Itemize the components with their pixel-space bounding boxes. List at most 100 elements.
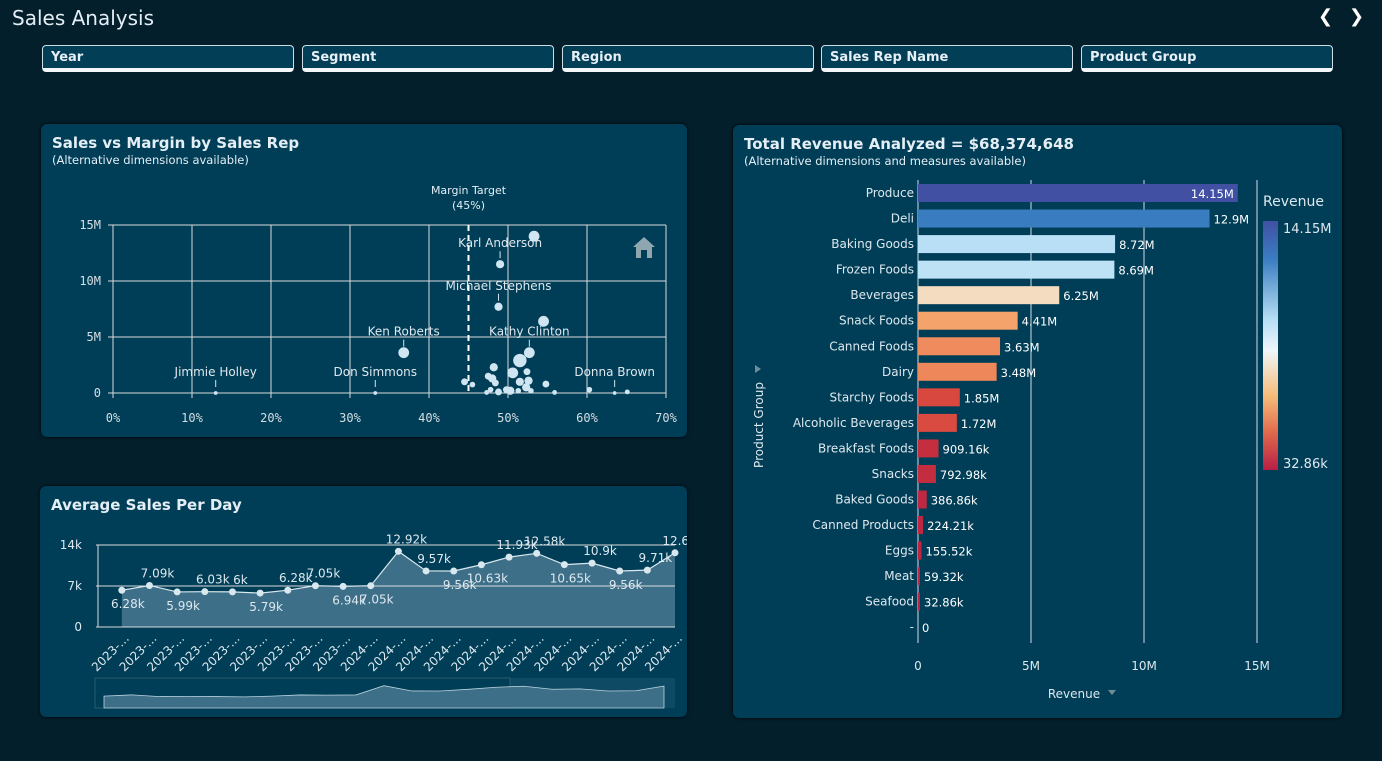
area-fill <box>121 551 675 627</box>
bar <box>918 567 920 586</box>
data-point <box>339 582 347 590</box>
filter-year[interactable]: Year <box>42 45 294 72</box>
bar <box>918 541 922 560</box>
bar <box>918 286 1060 305</box>
y-tick-label: 15M <box>79 218 101 232</box>
scatter-point <box>491 379 499 387</box>
margin-target-sublabel: (45%) <box>452 199 485 212</box>
y-tick-label: 7k <box>67 579 82 593</box>
point-label: Donna Brown <box>574 365 655 379</box>
category-label: Snack Foods <box>839 314 914 328</box>
scatter-point <box>522 383 531 392</box>
category-label: Eggs <box>885 544 914 558</box>
bar-value-label: 909.16k <box>943 442 990 456</box>
data-label: 7.05k <box>307 567 341 581</box>
bar-value-label: 1.72M <box>961 417 997 431</box>
bar <box>918 490 927 509</box>
scatter-point <box>515 387 522 394</box>
filter-region[interactable]: Region <box>562 45 814 72</box>
scatter-point <box>524 376 533 385</box>
x-tick-label: 0 <box>914 659 922 673</box>
chevron-left-icon[interactable]: ❮ <box>1318 6 1334 27</box>
point-label: Ken Roberts <box>368 325 440 339</box>
data-point <box>533 549 541 557</box>
data-label: 12.67k <box>662 534 687 548</box>
y-axis-title: Product Group <box>752 382 766 468</box>
bar-value-label: 8.69M <box>1118 264 1154 278</box>
bar <box>918 413 957 432</box>
category-label: Breakfast Foods <box>818 441 914 455</box>
x-tick-label: 60% <box>576 411 598 425</box>
data-label: 9.56k <box>443 578 477 592</box>
data-label: 7.09k <box>141 566 175 580</box>
line-title: Average Sales Per Day <box>51 496 242 514</box>
bar-value-label: 0 <box>922 621 929 635</box>
scatter-point <box>484 390 490 395</box>
x-tick-label: 30% <box>339 411 361 425</box>
bar-value-label: 32.86k <box>924 596 964 610</box>
bar <box>918 337 1001 356</box>
data-point <box>256 589 264 597</box>
data-point <box>616 567 624 575</box>
scatter-point <box>528 387 534 394</box>
bar-value-label: 59.32k <box>924 570 964 584</box>
scatter-title: Sales vs Margin by Sales Rep <box>52 134 300 152</box>
bar-value-label: 6.25M <box>1063 289 1099 303</box>
filter-segment[interactable]: Segment <box>302 45 554 72</box>
chevron-right-icon[interactable]: ❯ <box>1349 6 1365 27</box>
bar-value-label: 155.52k <box>926 545 973 559</box>
scatter-point <box>612 391 617 395</box>
filter-product-group[interactable]: Product Group <box>1081 45 1333 72</box>
category-label: Seafood <box>865 595 914 609</box>
legend-min: 32.86k <box>1283 457 1328 472</box>
data-point <box>394 547 402 555</box>
sort-icon <box>1108 690 1116 695</box>
point-label: Karl Anderson <box>458 236 542 250</box>
category-label: Canned Products <box>812 518 914 532</box>
x-axis-title: Revenue <box>1048 687 1100 701</box>
scatter-point <box>469 381 476 388</box>
bar <box>918 260 1115 279</box>
category-label: Snacks <box>872 467 914 481</box>
sort-icon <box>755 365 761 373</box>
data-point <box>284 586 292 594</box>
data-label: 12.58k <box>524 534 565 548</box>
scatter-subtitle: (Alternative dimensions available) <box>52 153 249 167</box>
y-tick-label: 10M <box>79 274 101 288</box>
filter-sales-rep-name[interactable]: Sales Rep Name <box>821 45 1073 72</box>
scatter-chart[interactable]: 0% 10% 20% 30% 40% 50% 60% 70% 0 5M 10M 15M Margin T… <box>41 124 687 437</box>
point-label: Michael Stephens <box>446 279 552 293</box>
data-point <box>145 581 153 589</box>
data-point <box>422 567 430 575</box>
data-label: 6.03k <box>196 573 230 587</box>
data-point <box>311 582 319 590</box>
line-chart[interactable]: 07k14k6.28k2023-…7.09k2023-…5.99k2023-…6… <box>40 486 687 717</box>
scatter-point <box>542 380 550 388</box>
bar-value-label: 12.9M <box>1214 213 1250 227</box>
bar-chart[interactable]: 0 5M 10M 15M Produce 14.15M Deli 12.9M Baking Go… <box>733 125 1342 718</box>
bar-title: Total Revenue Analyzed = $68,374,648 <box>744 135 1074 153</box>
bar-value-label: 792.98k <box>940 468 987 482</box>
category-label: Starchy Foods <box>830 390 915 404</box>
bar <box>918 464 936 483</box>
legend-max: 14.15M <box>1283 222 1331 237</box>
bar-subtitle: (Alternative dimensions and measures ava… <box>744 154 1026 168</box>
legend-title: Revenue <box>1263 194 1324 210</box>
data-label: 10.63k <box>467 572 508 586</box>
line-panel: Average Sales Per Day 0 7k 14k 6.28k 2023-… 7… <box>40 486 687 717</box>
data-label: 12.92k <box>386 532 427 546</box>
data-point <box>560 561 568 569</box>
home-icon-door <box>641 250 647 258</box>
data-point <box>201 588 209 596</box>
y-tick-label: 5M <box>87 330 101 344</box>
x-tick-label: 70% <box>655 411 677 425</box>
bar <box>918 362 997 381</box>
category-label: Meat <box>884 569 914 583</box>
data-label: 6.28k <box>279 571 313 585</box>
data-label: 6.94k <box>332 593 366 607</box>
data-point <box>173 588 181 596</box>
bar-value-label: 386.86k <box>931 494 978 508</box>
scatter-point <box>523 368 531 376</box>
scatter-point <box>513 353 527 368</box>
data-point <box>643 566 651 574</box>
